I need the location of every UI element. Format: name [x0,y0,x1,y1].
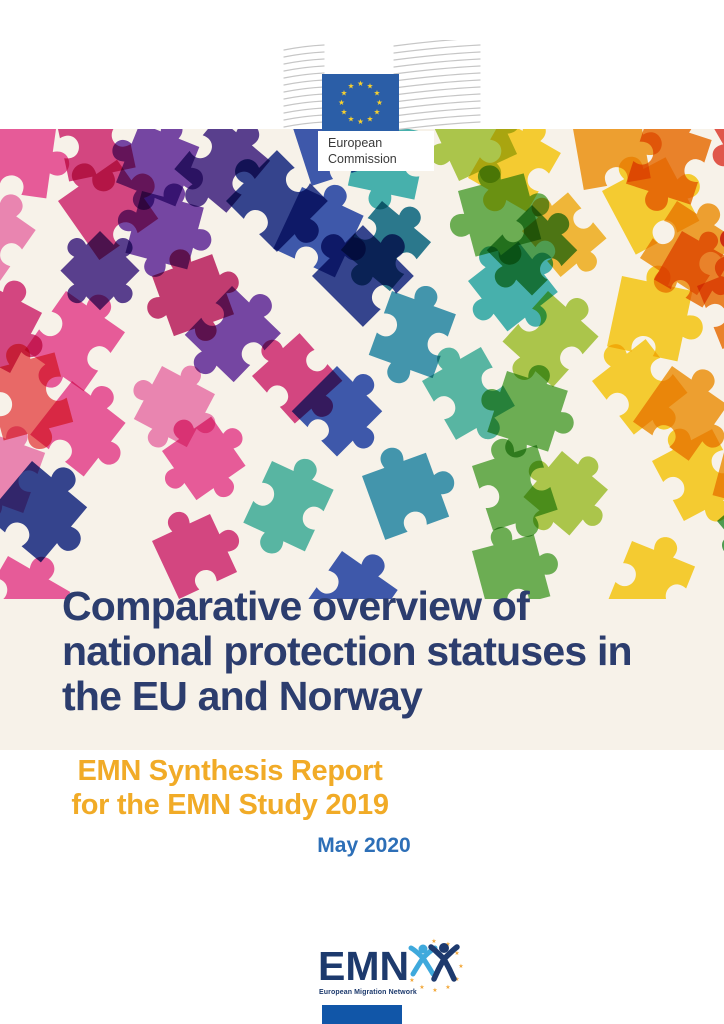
emn-logo: EMN European Migration Network ★ ★ ★ ★ ★ ★ ★… [318,938,478,1008]
ec-logo-label-line2: Commission [328,151,397,166]
svg-text:★: ★ [348,115,355,124]
title-line-3: the EU and Norway [62,673,423,720]
emn-figures-icon: ★ ★ ★ ★ ★ ★ ★ ★ ★ [408,938,464,994]
svg-text:★: ★ [338,98,345,107]
svg-text:★: ★ [357,79,364,88]
svg-text:★: ★ [357,117,364,126]
svg-text:★: ★ [341,108,348,117]
title-line-1: Comparative overview of [62,583,530,629]
svg-text:★: ★ [445,984,450,991]
subtitle-line-1: EMN Synthesis Report [77,755,383,787]
subtitle-line-2: for the EMN Study 2019 [71,788,389,821]
svg-text:★: ★ [454,976,459,983]
ec-logo-label-line1: European [328,136,383,150]
svg-text:★: ★ [431,938,436,945]
emn-wordmark: EMN [318,943,410,989]
svg-text:★: ★ [445,941,450,948]
svg-text:★: ★ [376,98,383,107]
svg-text:★: ★ [432,987,437,994]
svg-text:★: ★ [409,977,414,984]
svg-text:★: ★ [348,82,355,91]
commission-building-icon [283,40,481,131]
page-title: Comparative overview of national protect… [62,583,682,720]
svg-text:★: ★ [419,984,424,991]
svg-text:★: ★ [341,89,348,98]
puzzle-collage-image [0,129,724,599]
svg-text:★: ★ [367,82,374,91]
svg-text:★: ★ [367,115,374,124]
eu-flag-icon: ★ ★ ★ ★ ★ ★ ★ ★ ★ ★ ★ ★ [322,74,399,132]
title-line-2: national protection statuses in [62,628,633,675]
page-subtitle: EMN Synthesis Report for the EMN Study 2… [10,755,450,822]
svg-text:★: ★ [374,89,381,98]
svg-text:★: ★ [374,108,381,117]
svg-text:★: ★ [458,963,463,970]
footer-bar [322,1005,402,1024]
publication-date: May 2020 [317,834,411,857]
ec-logo-label: European Commission [318,131,434,171]
emn-caption: European Migration Network [319,989,417,996]
svg-text:★: ★ [454,950,459,957]
